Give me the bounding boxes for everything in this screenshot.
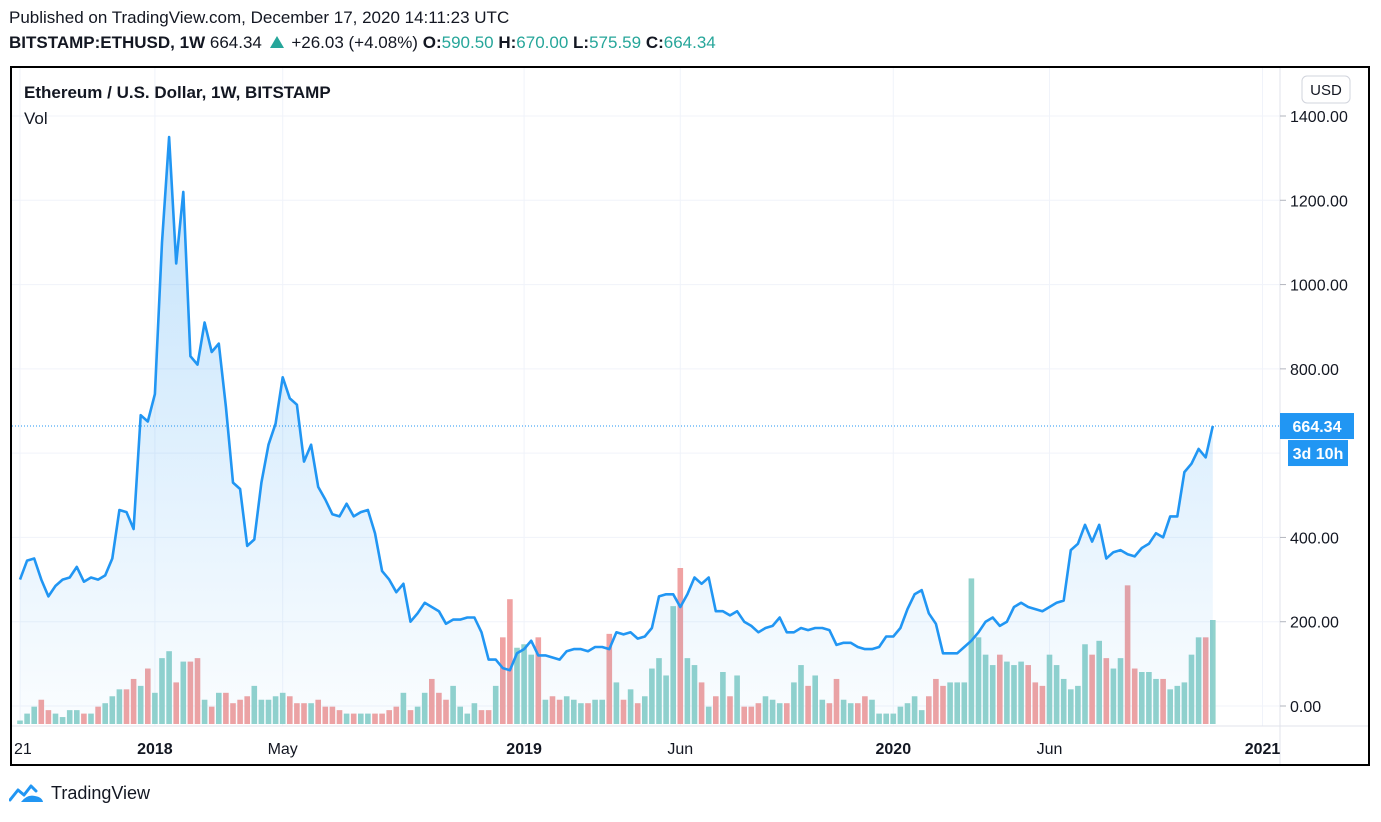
currency-label: USD xyxy=(1310,82,1342,99)
price-chart[interactable]: 0.00 200.00 400.00 800.00 1000.00 1200.00 1400… xyxy=(12,68,1368,764)
open-value: 590.50 xyxy=(441,33,494,52)
currency-button[interactable]: USD xyxy=(1301,75,1351,104)
symbol-summary: BITSTAMP:ETHUSD, 1W 664.34 +26.03 (+4.08… xyxy=(9,33,716,53)
x-tick-label: 21 xyxy=(14,741,32,758)
x-tick-label: 2021 xyxy=(1245,741,1281,758)
y-tick-label: 800.00 xyxy=(1290,362,1339,379)
x-tick-label: Jun xyxy=(1037,741,1063,758)
price-area-fill xyxy=(20,137,1213,725)
low-value: 575.59 xyxy=(589,33,642,52)
last-price-tag: 664.34 xyxy=(1280,413,1354,440)
y-tick-label: 200.00 xyxy=(1290,615,1339,632)
symbol-name: BITSTAMP:ETHUSD, 1W xyxy=(9,33,206,52)
high-value: 670.00 xyxy=(516,33,569,52)
volume-bar xyxy=(507,599,513,724)
y-tick-label: 1400.00 xyxy=(1290,109,1348,126)
up-arrow-icon xyxy=(269,36,284,48)
last-price-tag-value: 664.34 xyxy=(1293,419,1342,436)
x-tick-label: Jun xyxy=(667,741,693,758)
y-tick-label: 1200.00 xyxy=(1290,193,1348,210)
y-tick-label: 1000.00 xyxy=(1290,278,1348,295)
x-tick-label: May xyxy=(268,741,298,758)
x-tick-label: 2020 xyxy=(876,741,912,758)
published-line: Published on TradingView.com, December 1… xyxy=(9,8,510,27)
legend-title: Ethereum / U.S. Dollar, 1W, BITSTAMP xyxy=(24,83,331,102)
price-change: +26.03 (+4.08%) xyxy=(291,33,418,52)
tradingview-brand[interactable]: TradingView xyxy=(51,782,151,803)
high-label: H: xyxy=(498,33,517,52)
countdown-value: 3d 10h xyxy=(1293,446,1344,463)
y-tick-label: 0.00 xyxy=(1290,699,1321,716)
y-tick-label: 400.00 xyxy=(1290,530,1339,547)
low-label: L: xyxy=(573,33,590,52)
open-label: O: xyxy=(422,33,442,52)
last-price: 664.34 xyxy=(209,33,262,52)
legend-vol: Vol xyxy=(24,109,48,128)
chart-frame: 0.00 200.00 400.00 800.00 1000.00 1200.00 1400… xyxy=(10,66,1370,766)
x-tick-label: 2018 xyxy=(137,741,173,758)
footer: TradingView xyxy=(9,782,150,804)
countdown-tag: 3d 10h xyxy=(1288,440,1348,467)
price-line xyxy=(18,135,1215,672)
tradingview-logo-icon[interactable] xyxy=(9,782,45,804)
x-tick-label: 2019 xyxy=(506,741,542,758)
close-value: 664.34 xyxy=(663,33,716,52)
close-label: C: xyxy=(645,33,664,52)
